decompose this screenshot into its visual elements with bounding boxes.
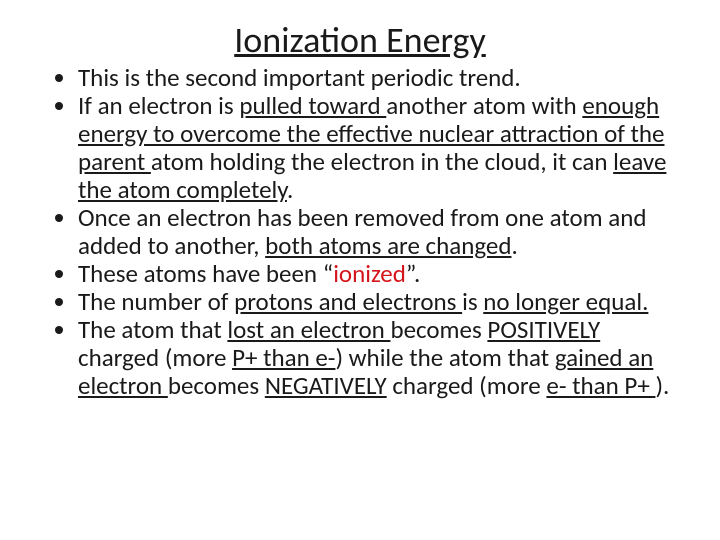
slide: Ionization Energy This is the second imp… bbox=[0, 0, 720, 540]
text-run: no longer equal. bbox=[483, 286, 648, 317]
text-run: POSITIVELY bbox=[487, 314, 600, 345]
text-run: both atoms are changed bbox=[265, 230, 511, 261]
text-run: atom holding the electron in the cloud, … bbox=[151, 146, 613, 177]
text-run: The atom that bbox=[78, 314, 227, 345]
text-run: P+ than e- bbox=[232, 342, 335, 373]
text-run: ionized bbox=[333, 258, 406, 289]
bullet-item: Once an electron has been removed from o… bbox=[78, 204, 670, 260]
bullet-item: The number of protons and electrons is n… bbox=[78, 288, 670, 316]
text-run: protons and electrons bbox=[234, 286, 462, 317]
text-run: charged (more bbox=[387, 370, 547, 401]
bullet-item: These atoms have been “ionized”. bbox=[78, 260, 670, 288]
text-run: charged (more bbox=[78, 342, 232, 373]
text-run: ) while the atom that bbox=[335, 342, 554, 373]
text-run: e- than P+ bbox=[546, 370, 655, 401]
bullet-item: If an electron is pulled toward another … bbox=[78, 92, 670, 204]
text-run: NEGATIVELY bbox=[265, 370, 387, 401]
text-run: another atom with bbox=[386, 90, 582, 121]
text-run: becomes bbox=[168, 370, 265, 401]
slide-title: Ionization Energy bbox=[50, 18, 670, 62]
text-run: becomes bbox=[390, 314, 487, 345]
text-run: lost an electron bbox=[227, 314, 390, 345]
text-run: If an electron is bbox=[78, 90, 239, 121]
text-run: pulled toward bbox=[239, 90, 386, 121]
bullet-item: This is the second important periodic tr… bbox=[78, 64, 670, 92]
text-run: ). bbox=[655, 370, 669, 401]
text-run: is bbox=[462, 286, 483, 317]
text-run: These atoms have been “ bbox=[78, 258, 333, 289]
text-run: This is the second important periodic tr… bbox=[78, 62, 521, 93]
text-run: . bbox=[287, 174, 293, 205]
text-run: ”. bbox=[406, 258, 420, 289]
bullet-item: The atom that lost an electron becomes P… bbox=[78, 316, 670, 400]
text-run: The number of bbox=[78, 286, 234, 317]
bullet-list: This is the second important periodic tr… bbox=[50, 64, 670, 400]
text-run: . bbox=[511, 230, 517, 261]
